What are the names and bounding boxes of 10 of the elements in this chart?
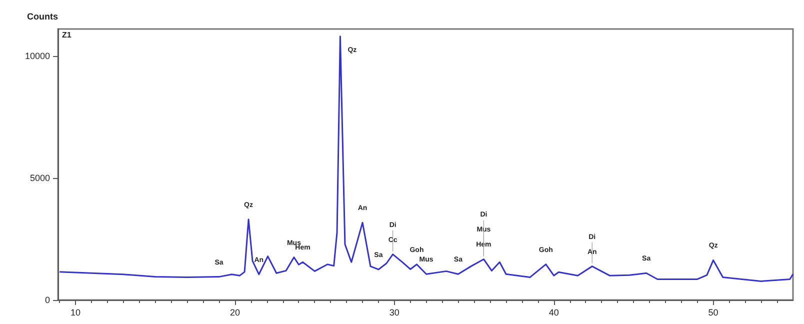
y-axis-title: Counts [27,12,58,22]
annotation: Z1 [62,30,72,40]
x-tick-label: 20 [230,308,240,318]
y-tick-label: 10000 [24,50,50,61]
x-tick-label: 10 [70,308,81,318]
x-tick-label: 30 [389,308,400,318]
y-tick-label: 5000 [30,172,50,183]
x-tick-label: 40 [548,308,559,318]
x-tick-label: 50 [708,308,718,318]
y-tick-label: 0 [44,295,50,305]
